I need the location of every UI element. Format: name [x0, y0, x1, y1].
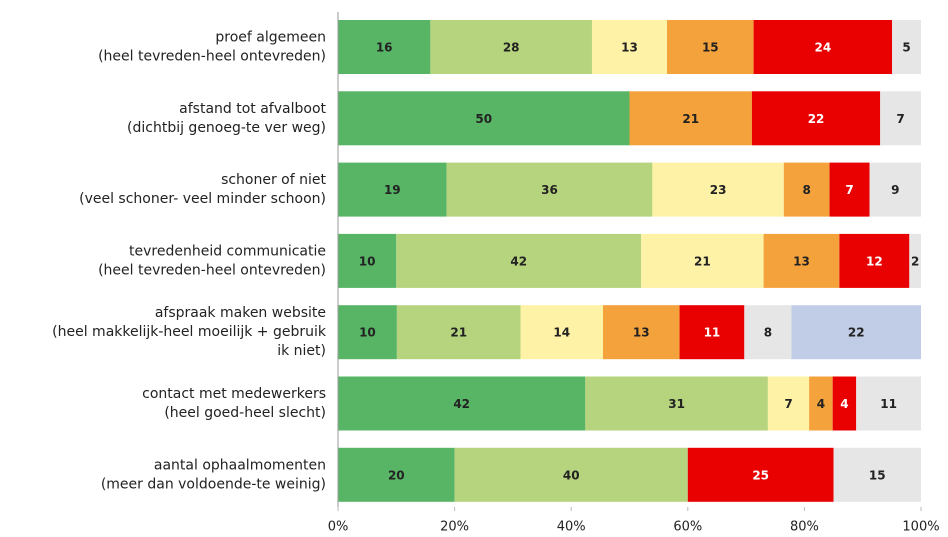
data-label: 2 [911, 254, 919, 268]
bar-segment [763, 233, 840, 288]
category-label: schoner of niet (veel schoner- veel minde… [79, 172, 326, 207]
x-tick-label: 0% [328, 520, 349, 535]
bar-segment [833, 447, 921, 502]
bar-segment [585, 376, 768, 431]
bar-segment [338, 20, 431, 74]
bar-segment [909, 233, 921, 288]
category-label: proef algemeen (heel tevreden-heel ontevr… [98, 30, 326, 65]
bar-segment [430, 20, 592, 74]
bar-segment [753, 20, 893, 74]
data-label: 40 [563, 468, 580, 482]
data-label: 42 [453, 397, 470, 411]
bar-segment [783, 162, 830, 217]
x-tick-label: 20% [440, 520, 469, 535]
data-label: 11 [704, 326, 721, 340]
data-label: 14 [553, 326, 570, 340]
data-label: 4 [817, 397, 825, 411]
bar-segment [396, 305, 521, 360]
bar-segment [869, 162, 921, 217]
bar-segment [338, 162, 447, 217]
data-label: 9 [891, 183, 899, 197]
data-label: 19 [384, 183, 401, 197]
x-tick-label: 60% [673, 520, 702, 535]
bar-segment [880, 91, 921, 146]
data-label: 13 [621, 41, 638, 55]
bar-segment [652, 162, 784, 217]
bar-segment [832, 376, 857, 431]
x-tick-label: 40% [557, 520, 586, 535]
x-tick-label: 100% [902, 520, 939, 535]
data-label: 12 [866, 254, 883, 268]
data-label: 7 [896, 112, 904, 126]
data-label: 16 [376, 41, 393, 55]
bar-segment [667, 20, 754, 74]
category-label: afstand tot afvalboot (dichtbij genoeg-te… [127, 101, 326, 136]
data-label: 10 [359, 326, 376, 340]
bar-segment [338, 447, 455, 502]
data-label: 25 [752, 468, 769, 482]
data-label: 36 [541, 183, 558, 197]
bar-segment [767, 376, 810, 431]
bar-segment [687, 447, 834, 502]
bar-segment [338, 91, 630, 146]
category-label: aantal ophaalmomenten (meer dan voldoende… [101, 457, 326, 492]
bar-segment [829, 162, 870, 217]
data-label: 22 [808, 112, 825, 126]
bar-segment [751, 91, 881, 146]
bar-segment [892, 20, 921, 74]
data-label: 50 [475, 112, 492, 126]
data-label: 15 [702, 41, 719, 55]
data-label: 24 [815, 41, 832, 55]
bar-segment [679, 305, 745, 360]
bar-segment [338, 233, 397, 288]
bar-segment [591, 20, 668, 74]
data-label: 13 [633, 326, 650, 340]
data-label: 31 [668, 397, 685, 411]
bar-segment [856, 376, 921, 431]
bar-segment [446, 162, 653, 217]
data-label: 42 [510, 254, 527, 268]
bar-segment [809, 376, 833, 431]
data-label: 15 [869, 468, 886, 482]
data-label: 11 [880, 397, 897, 411]
data-label: 13 [793, 254, 810, 268]
bar-segment [839, 233, 910, 288]
data-label: 20 [388, 468, 405, 482]
data-label: 7 [784, 397, 792, 411]
category-label: afspraak maken website (heel makkelijk-he… [52, 305, 327, 359]
data-label: 21 [450, 326, 467, 340]
category-label: contact met medewerkers (heel goed-heel s… [142, 386, 326, 421]
category-label: tevredenheid communicatie (heel tevreden-… [98, 243, 326, 278]
data-label: 8 [764, 326, 772, 340]
data-label: 21 [694, 254, 711, 268]
data-label: 5 [902, 41, 910, 55]
bar-segment [454, 447, 688, 502]
bar-segment [338, 376, 586, 431]
data-label: 8 [803, 183, 811, 197]
data-label: 7 [845, 183, 853, 197]
bar-segment [603, 305, 680, 360]
bar-segment [744, 305, 792, 360]
bar-segment [338, 305, 397, 360]
bar-segment [629, 91, 752, 146]
data-label: 22 [848, 326, 865, 340]
data-label: 4 [840, 397, 848, 411]
x-tick-label: 80% [790, 520, 819, 535]
data-label: 28 [503, 41, 520, 55]
bar-segment [520, 305, 603, 360]
bar-segment [791, 305, 921, 360]
data-label: 10 [359, 254, 376, 268]
bar-segment [396, 233, 642, 288]
data-label: 23 [710, 183, 727, 197]
bar-segment [641, 233, 764, 288]
data-label: 21 [682, 112, 699, 126]
